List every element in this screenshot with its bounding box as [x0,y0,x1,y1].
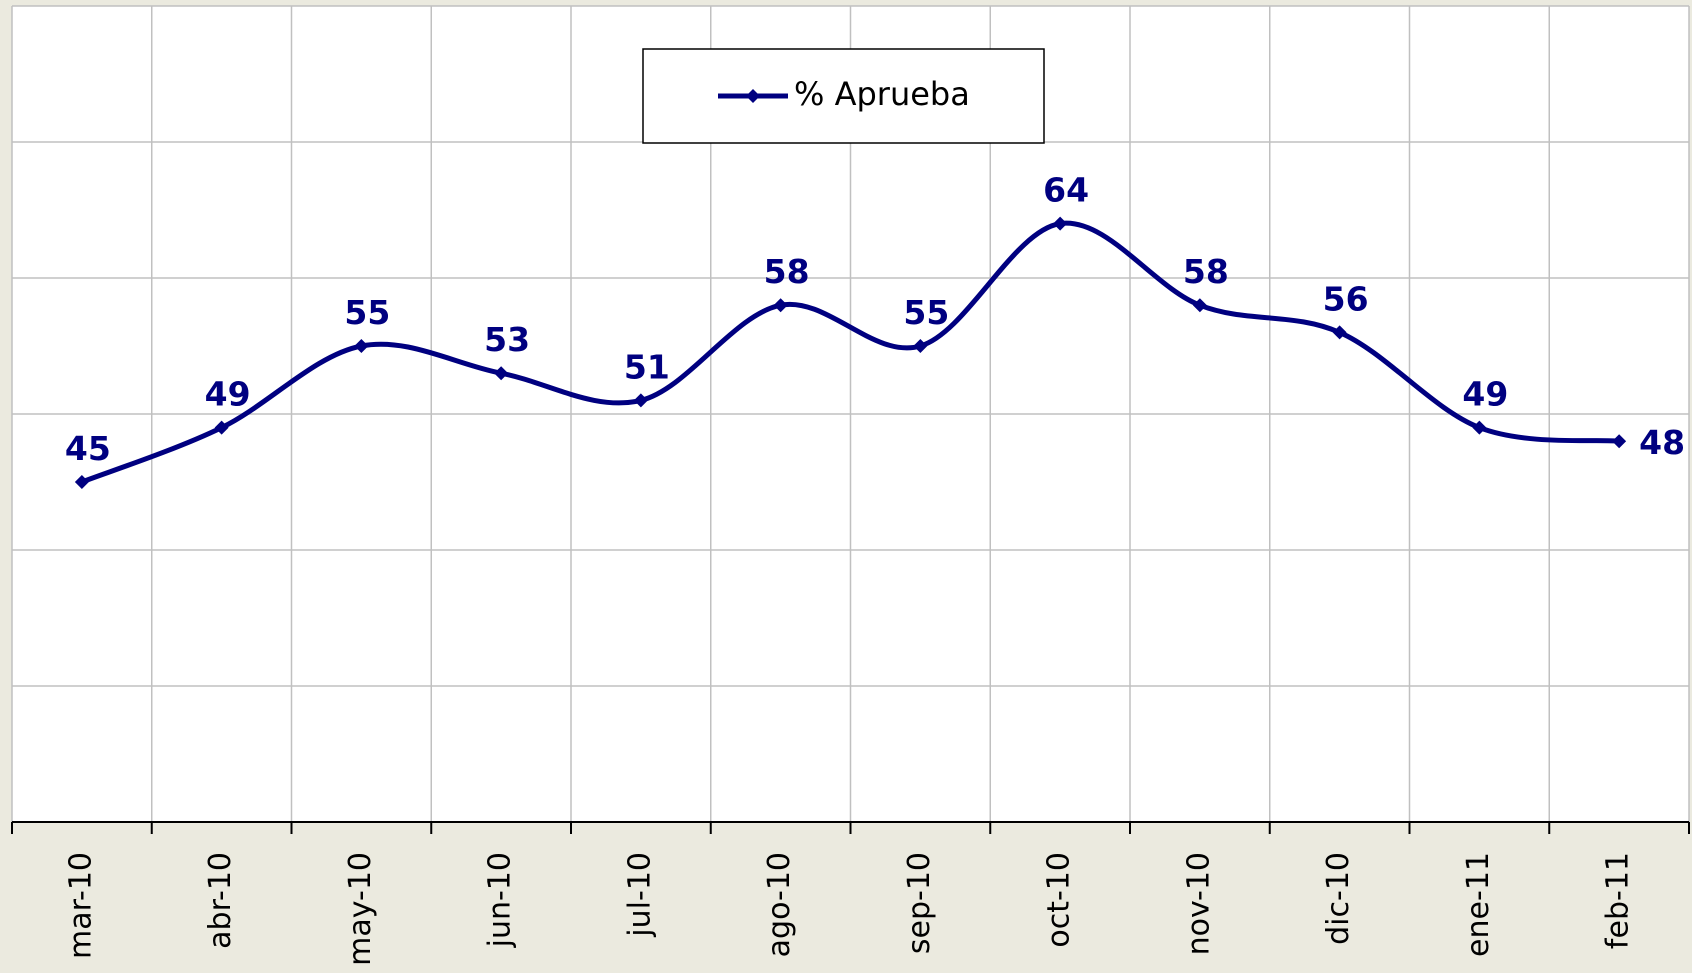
x-tick-label: ene-11 [1461,852,1496,957]
x-tick-label: feb-11 [1601,852,1636,949]
data-label: 53 [484,320,530,359]
point-marker [74,475,89,489]
point-marker [913,339,928,353]
point-marker [633,393,648,408]
point-marker [773,298,788,313]
x-tick-label: jun-10 [483,852,518,948]
legend-label: % Aprueba [794,75,970,113]
point-marker [1332,325,1347,340]
legend-marker [746,89,760,103]
data-label: 56 [1323,279,1369,318]
point-marker [354,339,369,353]
point-marker [214,420,229,435]
data-label: 58 [1183,252,1229,291]
data-label: 49 [205,375,251,414]
data-label: 58 [764,252,810,291]
x-tick-label: jul-10 [622,852,657,938]
x-tick-label: ago-10 [762,852,797,957]
point-marker [1472,420,1487,435]
x-tick-label: may-10 [343,852,378,966]
x-tick-label: sep-10 [902,852,937,954]
data-label: 55 [344,293,390,332]
data-label: 55 [903,293,949,332]
point-marker [1053,216,1068,231]
legend-box [642,48,1045,144]
data-label: 51 [624,347,670,386]
x-tick-label: mar-10 [63,852,98,959]
series-line [80,220,1620,485]
data-label: 64 [1043,171,1089,210]
point-marker [494,366,509,381]
x-tick-label: abr-10 [203,852,238,949]
data-label: 45 [65,429,111,468]
data-label: 49 [1462,375,1508,414]
data-label: 48 [1639,423,1685,462]
x-tick-label: oct-10 [1042,852,1077,948]
point-marker [1612,434,1627,449]
x-tick-label: nov-10 [1181,852,1216,955]
point-marker [1192,298,1207,313]
x-tick-label: dic-10 [1321,852,1356,945]
